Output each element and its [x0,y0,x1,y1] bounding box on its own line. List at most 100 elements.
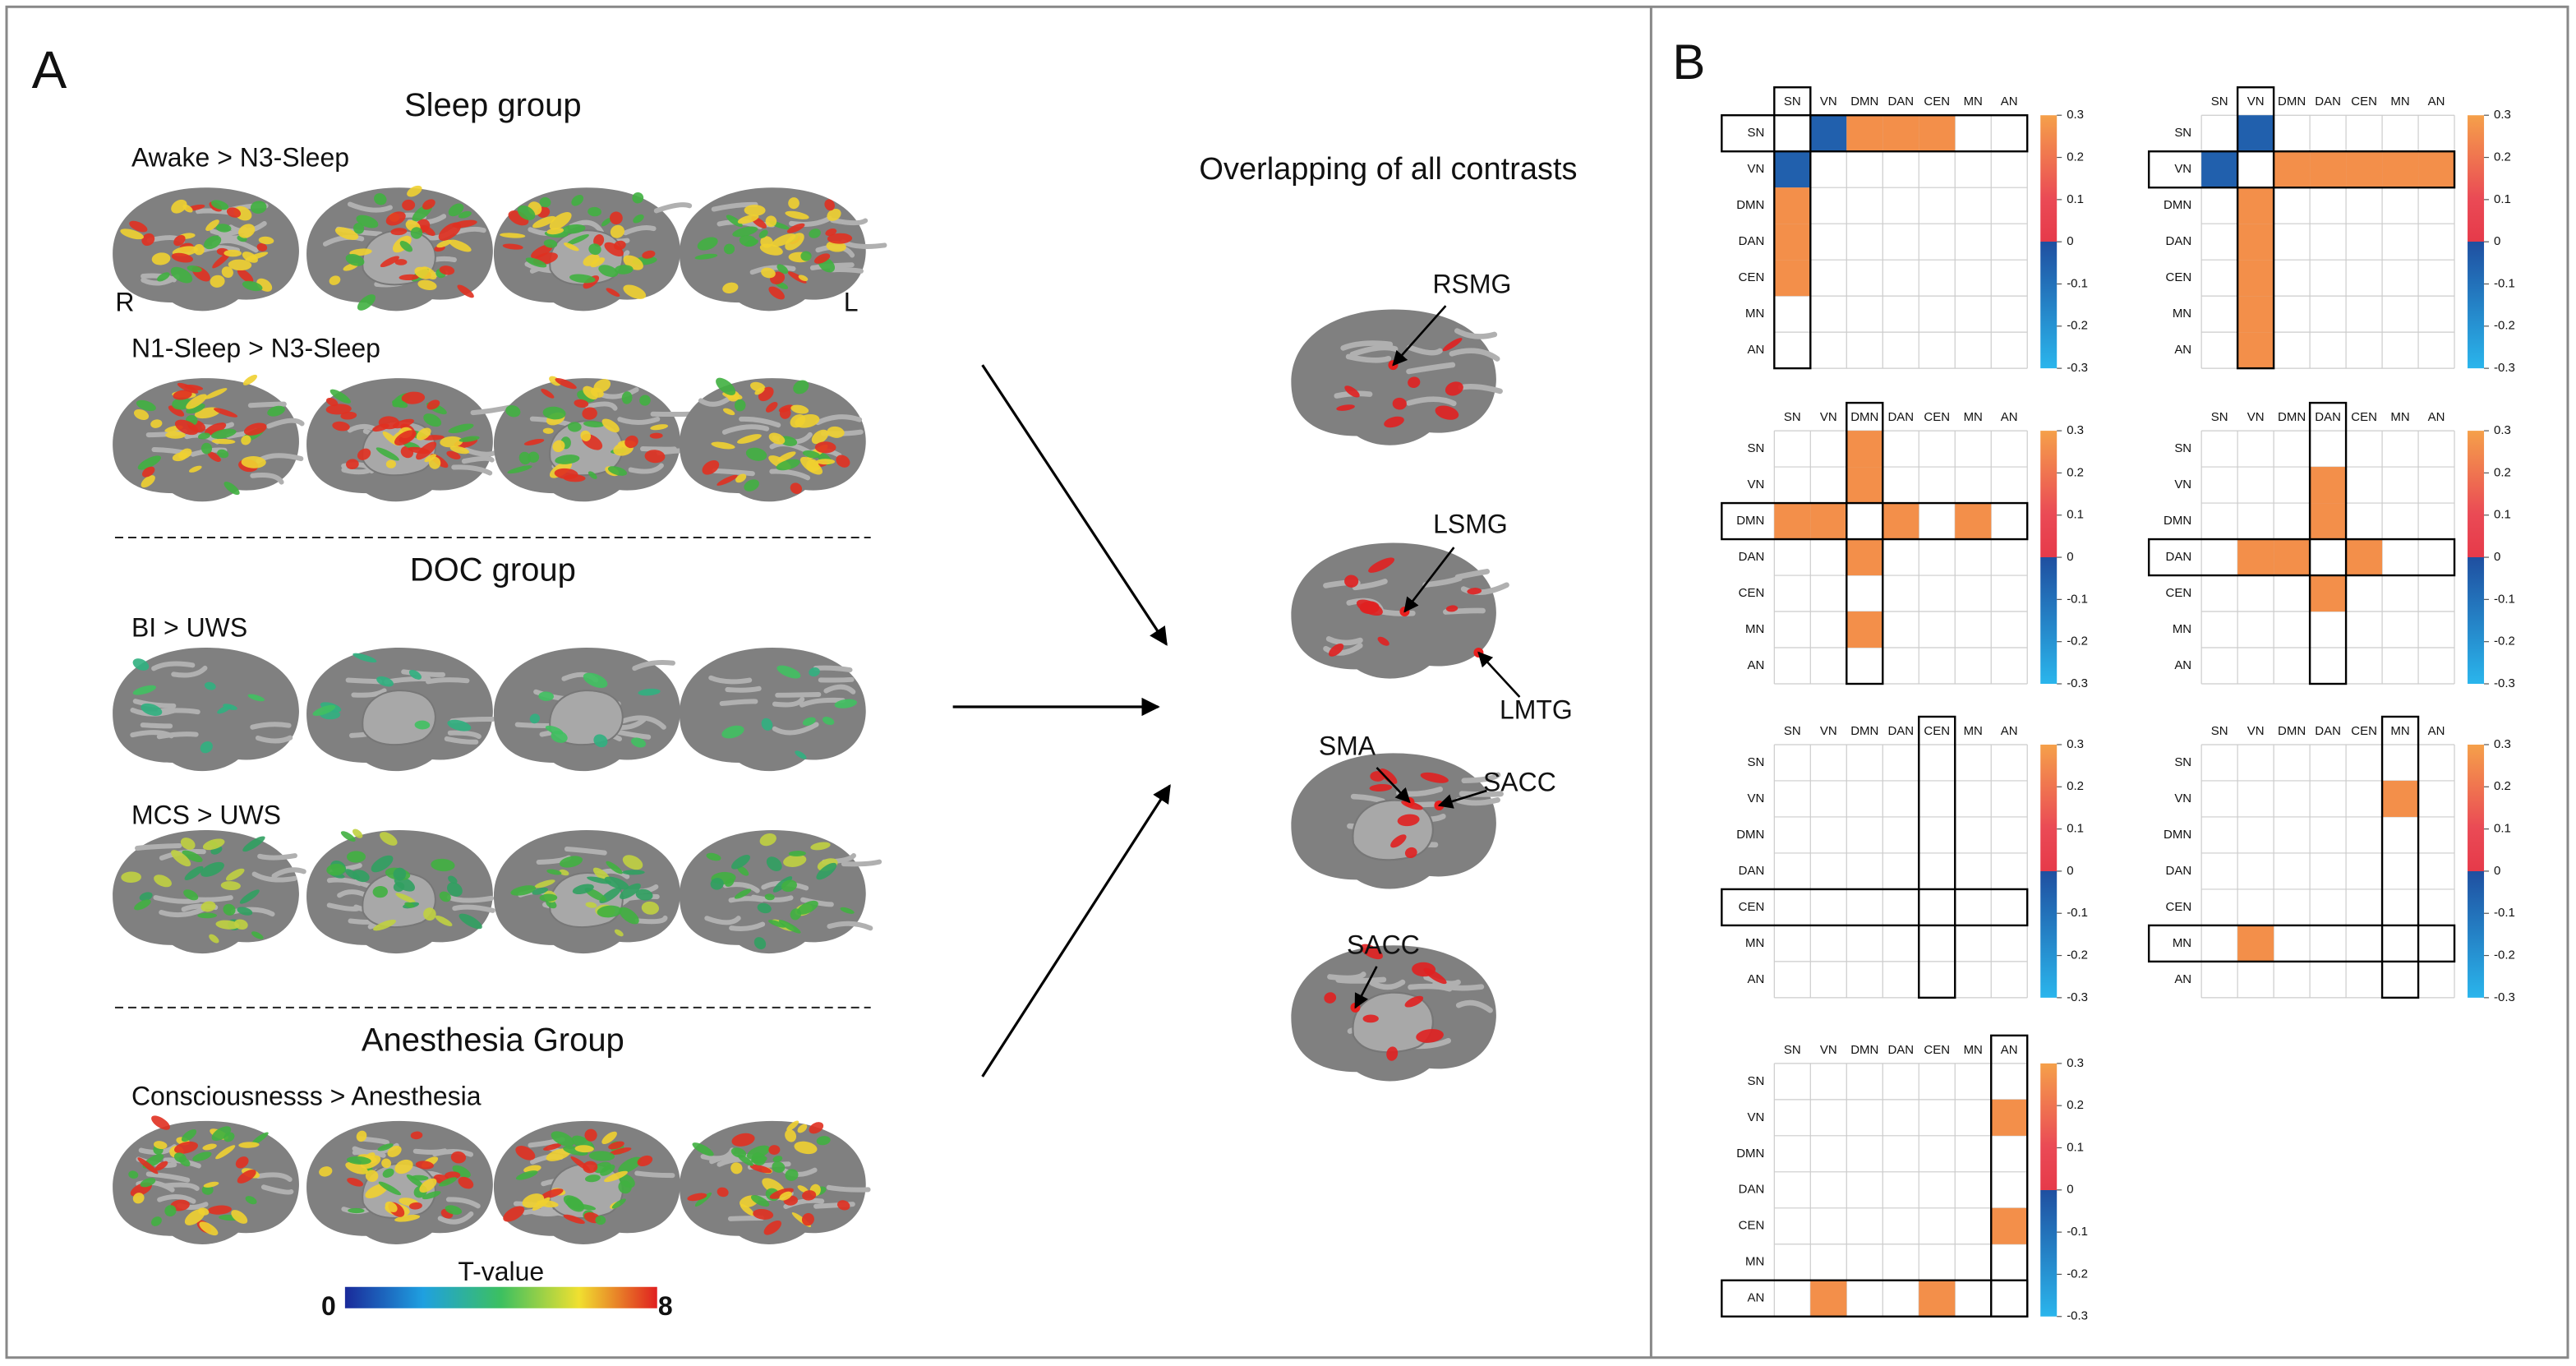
activation [447,719,472,731]
column-label: AN [2428,410,2445,424]
activation [267,405,285,417]
activation [555,378,577,390]
activation [532,215,556,228]
colorbar-tick-label: 0.3 [2494,108,2511,122]
row-label: SN [1747,126,1764,140]
activation [531,244,553,259]
activation [543,1143,562,1151]
region-label: LMTG [1500,695,1573,724]
activation [614,265,634,275]
column-label: VN [2247,410,2265,424]
activation [532,1197,551,1211]
panel-label: B [1672,35,1705,90]
colorbar-tick-label: -0.3 [2067,990,2088,1004]
matrix-cell [1774,151,1811,188]
activation [445,1205,463,1215]
activation [447,882,463,897]
sulcus [1345,353,1392,363]
row-label: AN [1747,1291,1764,1305]
activation [173,390,192,400]
activation [1404,847,1417,859]
activation [1397,814,1420,827]
activation [421,224,435,237]
contrast-label: Consciousnesss > Anesthesia [131,1081,482,1110]
sulcus [841,859,882,867]
activation [133,408,150,421]
panel-label: A [32,40,67,99]
region-label: SACC [1347,930,1420,959]
sulcus [425,677,470,685]
activation [587,876,612,884]
activation [1324,992,1337,1004]
brain-surface [113,829,299,954]
activation [226,207,242,218]
activation [345,254,365,266]
sulcus [461,455,495,464]
activation [376,447,399,461]
brain [679,1120,871,1244]
sulcus [598,387,639,399]
activation [459,436,480,442]
activation [371,855,394,873]
activation [639,395,651,406]
activation [372,885,388,898]
activation [809,1122,824,1134]
activation [764,893,775,901]
activation [1404,995,1424,1008]
activation [1420,772,1449,783]
activation [204,388,228,399]
activation [450,1151,467,1164]
activation [607,466,628,476]
brain [493,648,680,772]
row-label: AN [1747,972,1764,986]
group-title: DOC group [410,552,576,588]
sulcus [151,661,196,671]
brain [679,187,887,312]
activation [502,243,523,250]
colorbar-tick-label: -0.1 [2067,906,2088,920]
activation [785,210,809,219]
activation [239,889,260,904]
activation [541,1188,564,1199]
activation [761,718,773,731]
activation [593,234,605,247]
region-label: SACC [1483,767,1556,796]
activation [385,211,406,226]
activation [585,1174,601,1183]
activation [585,902,597,908]
column-label: CEN [1924,95,1950,108]
sulcus [653,202,693,214]
sulcus [256,1172,293,1183]
activation [614,929,624,937]
medial-wall [549,690,624,746]
activation [580,430,592,441]
column-label: VN [2247,95,2265,108]
activation [554,468,578,479]
activation [242,280,263,292]
activation [353,223,365,234]
matrix-colorbar [2468,431,2485,684]
column-label: MN [1964,410,1983,424]
sulcus [260,1184,294,1195]
colorbar-tick-label: 0.2 [2494,150,2511,164]
colorbar-tick-label: -0.2 [2067,635,2088,648]
sulcus [1349,344,1399,358]
activation [120,228,144,240]
row-label: DAN [1739,864,1765,878]
activation [387,1145,402,1157]
sulcus [739,416,781,428]
activation [139,892,153,902]
colorbar-tick-label: 0.1 [2067,192,2084,206]
arrow [981,784,1171,1078]
row-label: AN [1747,658,1764,672]
activation [452,1165,471,1178]
activation [641,901,660,915]
matrix-cell [2346,151,2383,188]
activation [215,224,232,233]
activation [201,1184,214,1195]
activation [395,893,416,903]
brain [306,1120,493,1244]
colorbar-tick-label: 0 [2067,234,2073,248]
sulcus [827,921,873,931]
activation [215,920,240,930]
